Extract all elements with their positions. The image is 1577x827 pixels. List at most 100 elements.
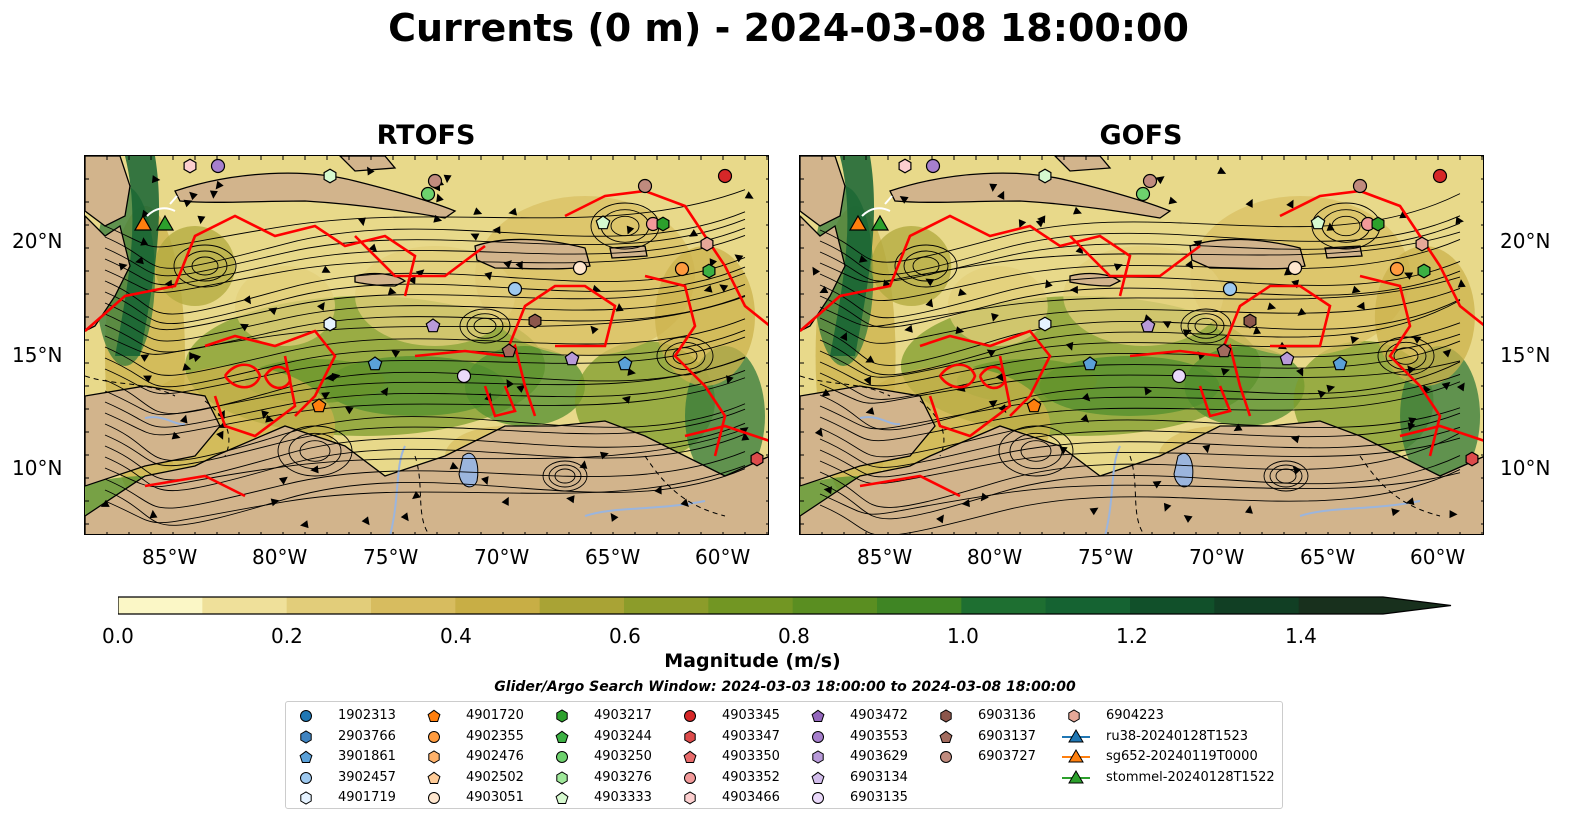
colorbar-segment (202, 597, 288, 614)
protected-area-boundary (859, 474, 961, 498)
legend-marker-icon (811, 771, 825, 784)
streamline-arrow (243, 295, 252, 305)
argo-float-marker (750, 451, 764, 467)
streamline (819, 437, 1461, 485)
protected-area-boundary (1069, 235, 1201, 278)
lake-nicaragua (144, 416, 186, 426)
lon-tick-right-65: 65°W (1300, 545, 1356, 569)
streamline-arrow (936, 514, 944, 524)
cbar-tick-6: 1.2 (1116, 624, 1148, 648)
legend-label: 4901719 (338, 790, 396, 805)
streamline-arrow (1326, 222, 1335, 231)
current-magnitude-patch (355, 246, 515, 346)
lake-maracaibo (1173, 453, 1194, 488)
lon-tick-left-85: 85°W (142, 545, 198, 569)
streamline-arrow (1404, 272, 1414, 280)
streamline-arrow (1162, 321, 1172, 329)
streamline (819, 333, 1461, 387)
streamline-arrow (1152, 480, 1162, 489)
streamline-arrow (925, 298, 934, 308)
eddy (191, 256, 219, 276)
streamline-arrow (270, 498, 280, 507)
streamline-arrow (310, 465, 319, 474)
streamline-arrow (1283, 267, 1292, 276)
streamline (819, 288, 1461, 344)
lon-tick-left-70: 70°W (474, 545, 530, 569)
streamline-arrow (988, 400, 998, 408)
eddy (1194, 317, 1218, 335)
streamline (104, 408, 746, 467)
streamline-arrow (689, 229, 698, 237)
streamline-arrow (481, 476, 489, 485)
streamline (104, 329, 746, 388)
argo-float-marker (572, 260, 588, 276)
streamline-arrow (615, 303, 624, 312)
streamline (104, 468, 746, 526)
streamline-arrow (823, 486, 833, 495)
streamline-arrow (1065, 341, 1074, 351)
border-dashed (1129, 455, 1145, 534)
legend-label: 4903350 (722, 749, 780, 764)
streamline-arrow (321, 391, 330, 400)
streamline-arrow (599, 451, 609, 460)
streamline-arrow (1018, 219, 1027, 229)
argo-float-marker (501, 343, 517, 358)
streamline-arrow (367, 166, 375, 176)
streamline-arrow (1297, 307, 1307, 316)
protected-area-boundary (144, 474, 246, 498)
streamline-arrow (1069, 285, 1078, 294)
streamline-arrow (1292, 466, 1302, 475)
legend-marker-icon (556, 709, 568, 723)
streamline-arrow (344, 406, 354, 415)
hispaniola-land (474, 238, 591, 270)
streamline-arrow (1168, 196, 1178, 205)
argo-float-marker (1222, 281, 1238, 297)
streamline (104, 318, 746, 376)
streamline-arrow (415, 269, 425, 278)
colorbar-segment (792, 597, 878, 614)
colorbar (117, 596, 1452, 615)
streamline-arrow (182, 363, 192, 371)
streamline-arrow (1267, 302, 1277, 311)
streamline-arrow (1407, 365, 1416, 375)
cbar-tick-1: 0.2 (271, 624, 303, 648)
cbar-tick-7: 1.4 (1285, 624, 1317, 648)
streamline (819, 426, 1461, 478)
streamline-arrow (1035, 219, 1045, 228)
streamline-arrow (1233, 423, 1243, 432)
colorbar-segment (455, 597, 541, 614)
streamline-arrow (812, 266, 821, 276)
legend-label: sg652-20240119T0000 (1106, 749, 1258, 764)
streamline (104, 357, 746, 416)
protected-area-boundary (503, 284, 617, 357)
legend-marker-icon (1062, 749, 1090, 763)
streamline-arrow (484, 271, 493, 281)
streamline-arrow (436, 193, 444, 203)
streamline-arrow (1296, 367, 1304, 377)
cuba-land (174, 172, 457, 219)
search-window-text: Glider/Argo Search Window: 2024-03-03 18… (494, 679, 1076, 695)
argo-float-marker (1135, 186, 1151, 202)
glider-track (861, 195, 893, 217)
streamline-arrow (579, 460, 588, 469)
legend-marker-icon (812, 792, 824, 804)
cbar-tick-0: 0.0 (102, 624, 134, 648)
streamline-arrow (1412, 336, 1422, 344)
streamline-arrow (821, 388, 831, 397)
streamline-arrow (1441, 381, 1451, 391)
streamline-arrow (1045, 279, 1053, 289)
argo-float-marker (528, 313, 542, 329)
streamline (819, 381, 1461, 442)
streamline-arrow (958, 288, 967, 297)
streamline (819, 322, 1461, 378)
streamline (819, 469, 1461, 534)
lat-tick-left-10: 10°N (12, 456, 63, 480)
colorbar-segment (539, 597, 625, 614)
legend-label: 4903217 (594, 708, 652, 723)
legend-marker-icon (940, 709, 952, 723)
eddy (894, 244, 958, 288)
river-orinoco (1299, 500, 1421, 517)
colorbar-extend-arrow (1383, 597, 1451, 614)
streamline-arrow (516, 384, 526, 393)
legend-marker-icon (940, 751, 952, 763)
